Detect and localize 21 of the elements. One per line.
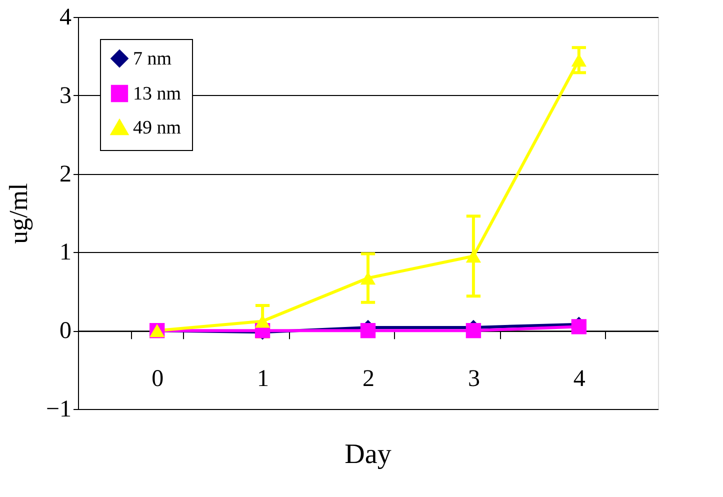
point — [571, 54, 586, 67]
legend-label: 13 nm — [133, 84, 182, 104]
legend-label: 7 nm — [133, 48, 172, 70]
point — [360, 323, 376, 338]
x-tick-label: 4 — [573, 366, 586, 392]
legend-label: 49 nm — [133, 118, 182, 138]
point — [254, 314, 270, 328]
x-tick-label: 0 — [152, 366, 164, 392]
y-tick-label: 1 — [60, 240, 72, 266]
y-axis-title: ug/ml — [4, 183, 33, 244]
x-tick-label: 1 — [257, 366, 270, 392]
point — [571, 319, 586, 334]
y-tick-label: 3 — [60, 82, 72, 109]
point — [466, 323, 482, 338]
x-tick-label: 3 — [468, 366, 480, 392]
x-axis-title: Day — [344, 439, 392, 470]
x-tick-label: 2 — [362, 366, 374, 392]
y-tick-label: 4 — [60, 4, 72, 30]
y-tick-label: −1 — [46, 396, 72, 422]
y-tick-label: 0 — [60, 318, 72, 344]
y-tick-label: 2 — [60, 161, 72, 188]
